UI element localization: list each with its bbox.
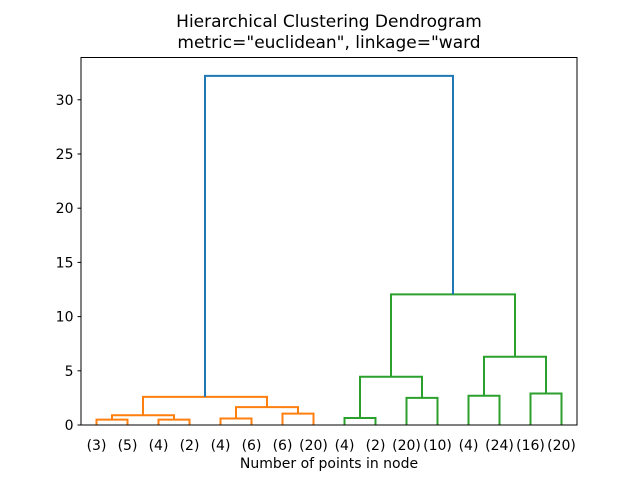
leaf-label-4: (4) <box>211 438 231 454</box>
dendrogram-link-10 <box>467 394 501 425</box>
y-tick-label-5: 5 <box>65 364 74 380</box>
y-tick-label-15: 15 <box>56 255 74 271</box>
dendrogram-link-12 <box>483 355 547 396</box>
leaf-label-1: (5) <box>118 438 138 454</box>
leaf-label-0: (3) <box>87 438 107 454</box>
dendrogram-link-9 <box>359 375 423 418</box>
y-tick-label-0: 0 <box>65 418 74 434</box>
dendrogram-link-8 <box>405 396 439 425</box>
dendrogram-link-3 <box>219 417 253 425</box>
dendrogram-link-11 <box>529 392 563 425</box>
dendrogram-link-7 <box>343 416 377 425</box>
axes-border <box>80 57 578 426</box>
y-tick-label-25: 25 <box>56 147 74 163</box>
leaf-label-5: (6) <box>242 438 262 454</box>
dendrogram-link-14 <box>204 74 454 397</box>
dendrogram-link-4 <box>281 412 315 425</box>
leaf-label-2: (4) <box>149 438 169 454</box>
leaf-label-10: (20) <box>392 438 421 454</box>
leaf-label-12: (4) <box>459 438 479 454</box>
dendrogram-link-1 <box>157 418 191 425</box>
leaf-label-3: (2) <box>180 438 200 454</box>
y-tick-label-30: 30 <box>56 93 74 109</box>
leaf-label-8: (4) <box>335 438 355 454</box>
leaf-label-6: (6) <box>273 438 293 454</box>
x-axis-label: Number of points in node <box>239 456 419 472</box>
plot-title: Hierarchical Clustering Dendrogram <box>176 12 482 32</box>
leaf-label-13: (24) <box>485 438 514 454</box>
dendrogram-link-6 <box>142 395 268 416</box>
y-tick-label-10: 10 <box>56 310 74 326</box>
leaf-label-9: (2) <box>366 438 386 454</box>
y-tick-label-20: 20 <box>56 201 74 217</box>
leaf-label-15: (20) <box>547 438 576 454</box>
leaf-label-7: (20) <box>299 438 328 454</box>
dendrogram-link-13 <box>390 293 516 377</box>
dendrogram-link-5 <box>235 406 299 419</box>
dendrogram-link-0 <box>95 418 129 425</box>
plot-subtitle: metric="euclidean", linkage="ward <box>177 33 481 53</box>
leaf-label-11: (10) <box>423 438 452 454</box>
leaf-label-14: (16) <box>516 438 545 454</box>
